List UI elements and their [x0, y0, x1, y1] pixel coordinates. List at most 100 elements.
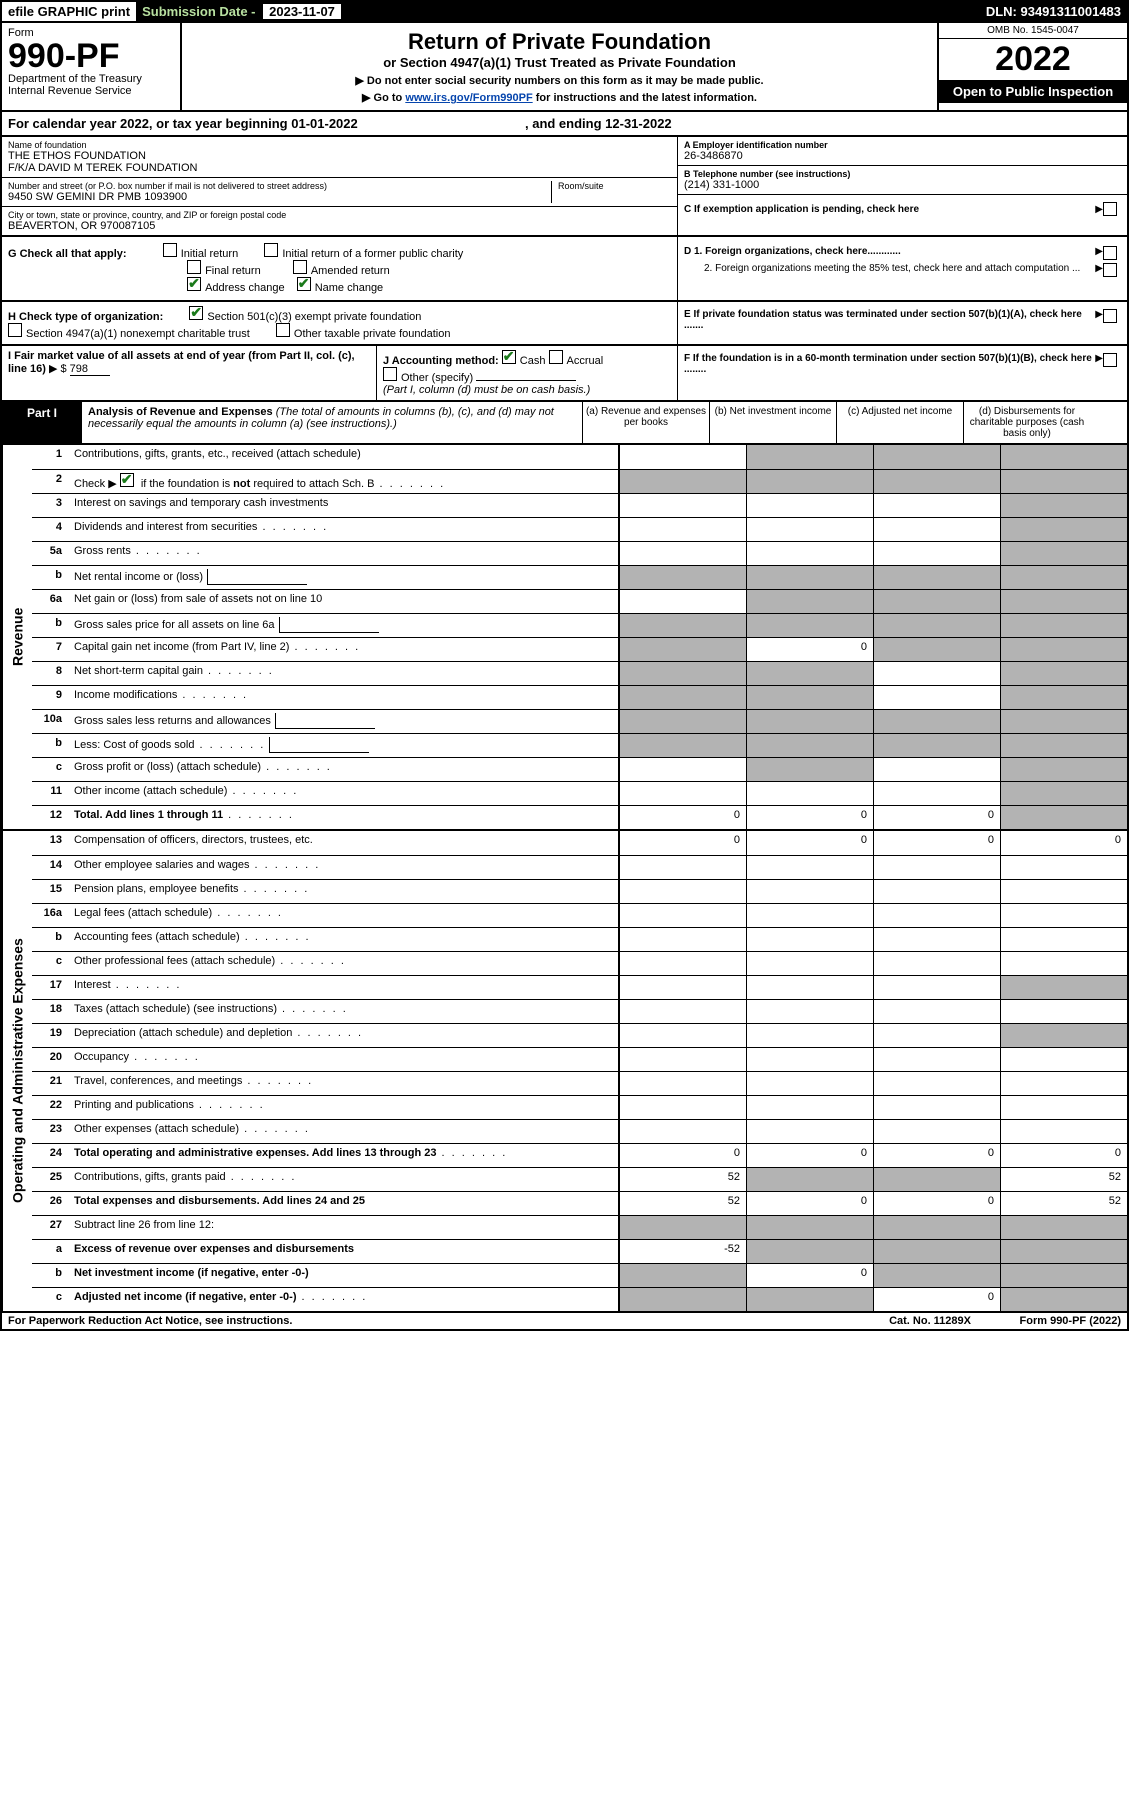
dots: . . . . . . . [436, 1147, 507, 1159]
cell-a [619, 614, 746, 637]
j-note: (Part I, column (d) must be on cash basi… [383, 384, 590, 396]
line-num: c [32, 952, 68, 975]
cell-d: 52 [1000, 1168, 1127, 1191]
dots: . . . . . . . [131, 545, 202, 557]
line-text: Legal fees (attach schedule) . . . . . .… [68, 904, 619, 927]
line-27: 27Subtract line 26 from line 12: [32, 1215, 1127, 1239]
dots: . . . . . . . [374, 478, 445, 490]
footer-right: Form 990-PF (2022) [977, 1313, 1127, 1329]
line-8: 8Net short-term capital gain . . . . . .… [32, 661, 1127, 685]
g-section: G Check all that apply: Initial return I… [0, 237, 1129, 302]
cell-c [873, 1048, 1000, 1071]
j-other-checkbox[interactable] [383, 367, 397, 381]
line-num: 12 [32, 806, 68, 829]
dots: . . . . . . . [227, 785, 298, 797]
cell-c [873, 494, 1000, 517]
line-text: Printing and publications . . . . . . . [68, 1096, 619, 1119]
cell-a [619, 638, 746, 661]
cell-c [873, 686, 1000, 709]
cell-c [873, 710, 1000, 733]
cell-c: 0 [873, 1288, 1000, 1311]
cell-b [746, 445, 873, 469]
dots: . . . . . . . [257, 521, 328, 533]
dots: . . . . . . . [239, 883, 310, 895]
cell-d [1000, 1096, 1127, 1119]
cell-d [1000, 1072, 1127, 1095]
cal-text2: , and ending [525, 116, 605, 131]
omb: OMB No. 1545-0047 [939, 23, 1127, 39]
dots: . . . . . . . [203, 665, 274, 677]
cell-b [746, 758, 873, 781]
part1-label: Part I [2, 402, 82, 443]
g-initial-checkbox[interactable] [163, 243, 177, 257]
cell-b [746, 1168, 873, 1191]
h-501c3-checkbox[interactable] [189, 306, 203, 320]
cell-c [873, 1216, 1000, 1239]
e-checkbox[interactable] [1103, 309, 1117, 323]
dots: . . . . . . . [239, 1123, 310, 1135]
line-text: Total. Add lines 1 through 11 . . . . . … [68, 806, 619, 829]
h-opt1: Section 501(c)(3) exempt private foundat… [207, 311, 421, 323]
g-former-checkbox[interactable] [264, 243, 278, 257]
cell-a [619, 662, 746, 685]
dots: . . . . . . . [292, 1027, 363, 1039]
line-num: c [32, 1288, 68, 1311]
cell-c [873, 904, 1000, 927]
line-num: 1 [32, 445, 68, 469]
f-checkbox[interactable] [1103, 353, 1117, 367]
addr-row: Number and street (or P.O. box number if… [2, 178, 677, 207]
dots: . . . . . . . [194, 739, 265, 751]
irs: Internal Revenue Service [8, 85, 174, 97]
line-num: 16a [32, 904, 68, 927]
cell-c [873, 614, 1000, 637]
h-other-checkbox[interactable] [276, 323, 290, 337]
d2-checkbox[interactable] [1103, 263, 1117, 277]
c-checkbox[interactable] [1103, 202, 1117, 216]
g-final-checkbox[interactable] [187, 260, 201, 274]
cell-c [873, 518, 1000, 541]
line-23: 23Other expenses (attach schedule) . . .… [32, 1119, 1127, 1143]
cell-c [873, 1264, 1000, 1287]
calendar-year: For calendar year 2022, or tax year begi… [0, 112, 1129, 137]
line-num: 15 [32, 880, 68, 903]
cell-b [746, 710, 873, 733]
d1-checkbox[interactable] [1103, 246, 1117, 260]
cell-d [1000, 662, 1127, 685]
cell-a [619, 1264, 746, 1287]
line-num: 3 [32, 494, 68, 517]
arrow-icon: ▶ [1095, 309, 1103, 320]
g-label: G Check all that apply: [8, 248, 127, 260]
irs-link[interactable]: www.irs.gov/Form990PF [405, 92, 532, 104]
j-accrual-checkbox[interactable] [549, 350, 563, 364]
schb-checkbox[interactable] [120, 473, 134, 487]
g-amended-checkbox[interactable] [293, 260, 307, 274]
efile-label[interactable]: efile GRAPHIC print [2, 2, 136, 21]
cell-d [1000, 1216, 1127, 1239]
inspection-label: Open to Public Inspection [939, 80, 1127, 103]
h-4947-checkbox[interactable] [8, 323, 22, 337]
line-a: aExcess of revenue over expenses and dis… [32, 1239, 1127, 1263]
arrow-icon: ▶ [1095, 246, 1103, 257]
cell-c [873, 542, 1000, 565]
cell-a [619, 518, 746, 541]
cell-b [746, 1288, 873, 1311]
g-name-checkbox[interactable] [297, 277, 311, 291]
col-d: (d) Disbursements for charitable purpose… [963, 402, 1090, 443]
cell-d [1000, 880, 1127, 903]
cell-a [619, 880, 746, 903]
cell-c [873, 566, 1000, 589]
cell-a: 0 [619, 831, 746, 855]
line-text: Contributions, gifts, grants, etc., rece… [68, 445, 619, 469]
info-block: Name of foundation THE ETHOS FOUNDATION … [0, 137, 1129, 237]
j-label: J Accounting method: [383, 355, 499, 367]
arrow-icon: ▶ [1095, 263, 1103, 274]
cell-a [619, 494, 746, 517]
cell-a [619, 928, 746, 951]
dots: . . . . . . . [111, 979, 182, 991]
cell-a [619, 1288, 746, 1311]
header-center: Return of Private Foundation or Section … [182, 23, 937, 110]
cal-end: 12-31-2022 [605, 116, 672, 131]
line-text: Capital gain net income (from Part IV, l… [68, 638, 619, 661]
g-address-checkbox[interactable] [187, 277, 201, 291]
j-cash-checkbox[interactable] [502, 350, 516, 364]
